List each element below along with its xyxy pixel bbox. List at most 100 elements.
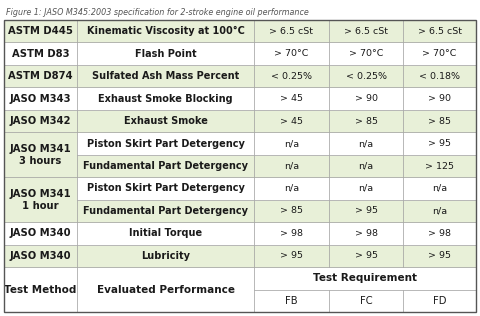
Text: Test Method: Test Method [4, 284, 77, 295]
Bar [403, 289, 476, 312]
Text: > 70°C: > 70°C [349, 49, 383, 58]
Bar [329, 222, 403, 245]
Text: n/a: n/a [359, 139, 373, 148]
Text: n/a: n/a [284, 161, 299, 171]
Text: < 0.25%: < 0.25% [271, 72, 312, 81]
Text: > 98: > 98 [280, 229, 303, 238]
Text: > 95: > 95 [280, 251, 303, 260]
Bar [4, 20, 77, 42]
Text: Initial Torque: Initial Torque [129, 228, 202, 238]
Text: > 85: > 85 [355, 117, 378, 125]
Bar [4, 245, 77, 267]
Text: Sulfated Ash Mass Percent: Sulfated Ash Mass Percent [92, 71, 240, 81]
Bar [329, 289, 403, 312]
Text: > 6.5 cSt: > 6.5 cSt [344, 27, 388, 36]
Bar [77, 110, 254, 132]
Text: > 70°C: > 70°C [422, 49, 457, 58]
Bar [329, 42, 403, 65]
Text: JASO M341
1 hour: JASO M341 1 hour [10, 189, 72, 211]
Bar [254, 110, 329, 132]
Text: > 95: > 95 [428, 251, 451, 260]
Text: FD: FD [433, 296, 446, 306]
Bar [254, 65, 329, 88]
Bar [77, 222, 254, 245]
Text: > 45: > 45 [280, 117, 303, 125]
Bar [254, 20, 329, 42]
Bar [77, 245, 254, 267]
Bar [254, 132, 329, 155]
Bar [254, 222, 329, 245]
Text: JASO M342: JASO M342 [10, 116, 72, 126]
Text: > 85: > 85 [428, 117, 451, 125]
Bar [329, 110, 403, 132]
Bar [403, 88, 476, 110]
Bar [254, 42, 329, 65]
Text: > 98: > 98 [428, 229, 451, 238]
Bar [4, 88, 77, 110]
Text: n/a: n/a [359, 161, 373, 171]
Text: > 6.5 cSt: > 6.5 cSt [269, 27, 313, 36]
Text: FC: FC [360, 296, 372, 306]
Bar [403, 155, 476, 177]
Text: Piston Skirt Part Detergency: Piston Skirt Part Detergency [87, 184, 245, 193]
Text: > 95: > 95 [355, 206, 378, 216]
Text: Fundamental Part Detergency: Fundamental Part Detergency [83, 161, 248, 171]
Text: > 95: > 95 [355, 251, 378, 260]
Text: ASTM D83: ASTM D83 [12, 49, 69, 59]
Bar [403, 42, 476, 65]
Bar [4, 110, 77, 132]
Bar [4, 132, 77, 177]
Text: Lubricity: Lubricity [141, 251, 190, 261]
Bar [254, 88, 329, 110]
Bar [329, 132, 403, 155]
Text: Piston Skirt Part Detergency: Piston Skirt Part Detergency [87, 138, 245, 149]
Bar [403, 132, 476, 155]
Text: > 90: > 90 [355, 94, 378, 103]
Text: < 0.18%: < 0.18% [419, 72, 460, 81]
Text: > 95: > 95 [428, 139, 451, 148]
Text: n/a: n/a [359, 184, 373, 193]
Bar [4, 177, 77, 222]
Bar [329, 177, 403, 200]
Bar [77, 42, 254, 65]
Text: > 6.5 cSt: > 6.5 cSt [418, 27, 462, 36]
Bar [4, 222, 77, 245]
Bar [77, 155, 254, 177]
Text: Figure 1: JASO M345:2003 specification for 2-stroke engine oil performance: Figure 1: JASO M345:2003 specification f… [6, 8, 309, 17]
Text: ASTM D445: ASTM D445 [8, 26, 73, 36]
Bar [77, 200, 254, 222]
Bar [329, 65, 403, 88]
Text: Kinematic Viscosity at 100°C: Kinematic Viscosity at 100°C [87, 26, 245, 36]
Bar [403, 20, 476, 42]
Text: JASO M340: JASO M340 [10, 228, 72, 238]
Bar [329, 88, 403, 110]
Text: n/a: n/a [284, 139, 299, 148]
Bar [77, 132, 254, 155]
Text: > 85: > 85 [280, 206, 303, 216]
Text: n/a: n/a [432, 184, 447, 193]
Bar [4, 42, 77, 65]
Bar [254, 245, 329, 267]
Text: n/a: n/a [432, 206, 447, 216]
Text: Exhaust Smoke: Exhaust Smoke [124, 116, 207, 126]
Bar [254, 155, 329, 177]
Text: > 98: > 98 [355, 229, 378, 238]
Bar [329, 200, 403, 222]
Text: > 125: > 125 [425, 161, 454, 171]
Bar [329, 20, 403, 42]
Bar [403, 222, 476, 245]
Text: > 70°C: > 70°C [274, 49, 309, 58]
Bar [77, 65, 254, 88]
Text: > 90: > 90 [428, 94, 451, 103]
Text: Flash Point: Flash Point [135, 49, 196, 59]
Bar [403, 245, 476, 267]
Bar [254, 267, 476, 289]
Text: JASO M341
3 hours: JASO M341 3 hours [10, 144, 72, 166]
Bar [254, 289, 329, 312]
Bar [77, 88, 254, 110]
Bar [77, 20, 254, 42]
Text: Test Requirement: Test Requirement [313, 273, 417, 283]
Text: FB: FB [285, 296, 298, 306]
Bar [403, 110, 476, 132]
Bar [4, 267, 77, 312]
